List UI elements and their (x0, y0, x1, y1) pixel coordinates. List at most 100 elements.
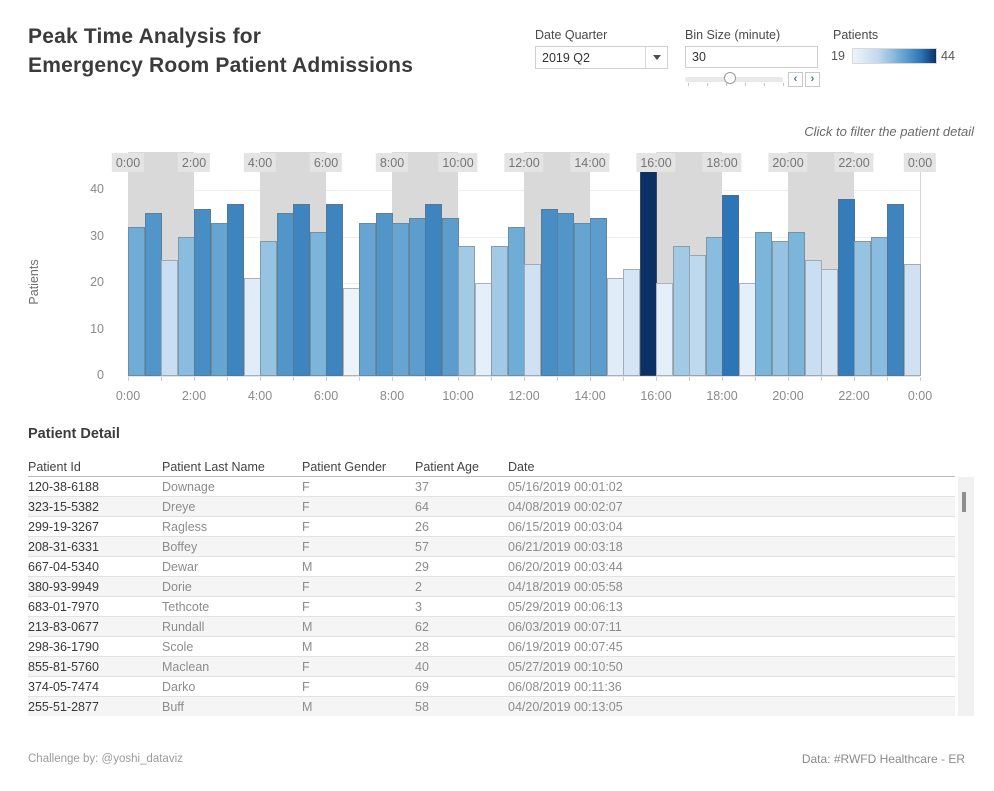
bar-8:30[interactable] (408, 217, 426, 376)
date-quarter-label: Date Quarter (535, 28, 608, 42)
x-axis-top-label: 0:00 (111, 153, 145, 172)
bar-7:00[interactable] (359, 222, 376, 376)
table-row[interactable]: 667-04-5340 Dewar M 29 06/20/2019 00:03:44 (28, 557, 955, 577)
bar-17:30[interactable] (705, 236, 723, 376)
bin-size-input[interactable] (685, 46, 818, 68)
x-axis-top-label: 2:00 (177, 153, 211, 172)
bar-11:00[interactable] (491, 245, 508, 376)
bar-5:00[interactable] (293, 203, 310, 376)
table-row[interactable]: 323-15-5382 Dreye F 64 04/08/2019 00:02:07 (28, 497, 955, 517)
bar-22:00[interactable] (854, 241, 871, 376)
bar-14:00[interactable] (590, 217, 607, 376)
bar-16:30[interactable] (672, 245, 690, 376)
bar-9:00[interactable] (425, 203, 442, 376)
bar-5:30[interactable] (309, 231, 327, 376)
bar-13:30[interactable] (573, 222, 591, 376)
bar-0:00[interactable] (128, 227, 145, 376)
x-axis-top-label: 10:00 (438, 153, 478, 172)
bar-19:30[interactable] (771, 241, 789, 376)
bar-10:30[interactable] (474, 283, 492, 376)
table-cell: 298-36-1790 (28, 639, 99, 654)
bar-4:30[interactable] (276, 213, 294, 376)
page-title: Peak Time Analysis for Emergency Room Pa… (28, 22, 413, 80)
x-axis-bottom-label: 2:00 (181, 389, 207, 403)
bar-18:30[interactable] (738, 283, 756, 376)
column-header-date[interactable]: Date (508, 459, 535, 474)
bar-9:30[interactable] (441, 217, 459, 376)
y-axis-tick-label: 30 (90, 228, 104, 243)
bar-22:30[interactable] (870, 236, 888, 376)
table-row[interactable]: 683-01-7970 Tethcote F 3 05/29/2019 00:06:13 (28, 597, 955, 617)
table-cell: 40 (415, 659, 429, 674)
bar-17:00[interactable] (689, 255, 706, 376)
table-cell: 374-05-7474 (28, 679, 99, 694)
bar-19:00[interactable] (755, 231, 772, 376)
bar-21:00[interactable] (821, 269, 838, 376)
bar-3:00[interactable] (227, 203, 244, 376)
axis-minor-tick (425, 377, 426, 381)
bar-20:00[interactable] (788, 231, 805, 376)
bar-12:30[interactable] (540, 208, 558, 376)
bin-size-slider[interactable]: ‹ › (685, 72, 820, 88)
slider-decrement-button[interactable]: ‹ (788, 72, 803, 87)
table-row[interactable]: 855-81-5760 Maclean F 40 05/27/2019 00:10:50 (28, 657, 955, 677)
table-cell: M (302, 639, 313, 654)
bar-23:00[interactable] (887, 203, 904, 376)
bar-21:30[interactable] (837, 199, 855, 376)
bar-20:30[interactable] (804, 259, 822, 376)
table-cell: 29 (415, 559, 429, 574)
bar-8:00[interactable] (392, 222, 409, 376)
dropdown-caret-button[interactable] (645, 47, 667, 68)
table-cell: 57 (415, 539, 429, 554)
table-cell: F (302, 659, 310, 674)
bar-3:30[interactable] (243, 278, 261, 376)
date-quarter-dropdown[interactable]: 2019 Q2 (535, 46, 668, 69)
table-row[interactable]: 374-05-7474 Darko F 69 06/08/2019 00:11:36 (28, 677, 955, 697)
bar-15:00[interactable] (623, 269, 640, 376)
table-row[interactable]: 213-83-0677 Rundall M 62 06/03/2019 00:07:11 (28, 617, 955, 637)
bar-11:30[interactable] (507, 227, 525, 376)
bar-7:30[interactable] (375, 213, 393, 376)
bar-6:00[interactable] (326, 203, 343, 376)
table-row[interactable]: 120-38-6188 Downage F 37 05/16/2019 00:01:02 (28, 477, 955, 497)
table-cell: Tethcote (162, 599, 210, 614)
table-cell: Dorie (162, 579, 192, 594)
table-cell: Dewar (162, 559, 199, 574)
table-cell: 683-01-7970 (28, 599, 99, 614)
slider-knob[interactable] (724, 72, 736, 84)
bar-2:00[interactable] (194, 208, 211, 376)
x-axis-bottom-label: 0:00 (115, 389, 141, 403)
table-row[interactable]: 380-93-9949 Dorie F 2 04/18/2019 00:05:58 (28, 577, 955, 597)
table-row[interactable]: 298-36-1790 Scole M 28 06/19/2019 00:07:45 (28, 637, 955, 657)
axis-minor-tick (689, 377, 690, 381)
table-cell: M (302, 559, 313, 574)
bar-13:00[interactable] (557, 213, 574, 376)
slider-increment-button[interactable]: › (805, 72, 820, 87)
bar-1:00[interactable] (161, 259, 178, 376)
table-row[interactable]: 255-51-2877 Buff M 58 04/20/2019 00:13:05 (28, 697, 955, 716)
bar-23:30[interactable] (903, 264, 921, 376)
bar-2:30[interactable] (210, 222, 228, 376)
scrollbar-thumb[interactable] (962, 492, 966, 512)
table-cell: F (302, 599, 310, 614)
bar-10:00[interactable] (458, 245, 475, 376)
bar-16:00[interactable] (656, 283, 673, 376)
table-row[interactable]: 299-19-3267 Ragless F 26 06/15/2019 00:03:04 (28, 517, 955, 537)
bar-15:30[interactable] (639, 171, 657, 376)
table-row[interactable]: 208-31-6331 Boffey F 57 06/21/2019 00:03:18 (28, 537, 955, 557)
bar-1:30[interactable] (177, 236, 195, 376)
column-header-patient-gender[interactable]: Patient Gender (302, 459, 387, 474)
column-header-patient-id[interactable]: Patient Id (28, 459, 81, 474)
bar-4:00[interactable] (260, 241, 277, 376)
bar-18:00[interactable] (722, 194, 739, 376)
table-scrollbar[interactable] (958, 477, 974, 716)
column-header-patient-age[interactable]: Patient Age (415, 459, 479, 474)
bar-14:30[interactable] (606, 278, 624, 376)
table-cell: 69 (415, 679, 429, 694)
bar-12:00[interactable] (524, 264, 541, 376)
bar-0:30[interactable] (144, 213, 162, 376)
color-gradient-legend[interactable] (852, 48, 937, 64)
axis-minor-tick (458, 377, 459, 381)
bar-6:30[interactable] (342, 287, 360, 376)
column-header-patient-last-name[interactable]: Patient Last Name (162, 459, 265, 474)
